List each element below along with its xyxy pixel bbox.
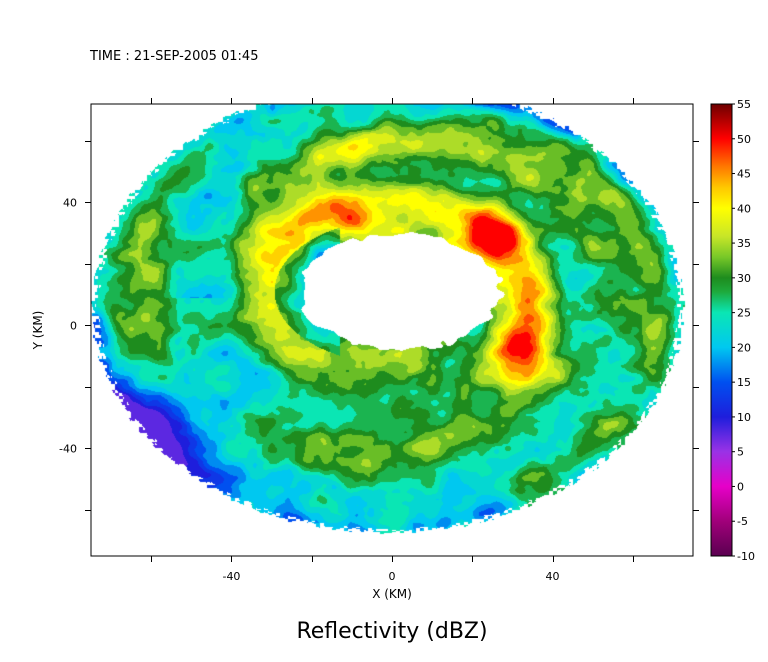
colorbar-tick-label: 20: [737, 341, 751, 354]
x-tick-label: 0: [389, 570, 396, 583]
colorbar-tick-label: 0: [737, 480, 744, 493]
colorbar: [710, 103, 733, 557]
colorbar-tick-label: 5: [737, 446, 744, 459]
y-tick-labels: 40 0 -40: [59, 196, 77, 455]
x-tick-label: 40: [546, 570, 560, 583]
colorbar-tick-label: 10: [737, 411, 751, 424]
colorbar-tick-label: -5: [737, 515, 748, 528]
colorbar-tick-label: 30: [737, 272, 751, 285]
colorbar-tick-label: 15: [737, 376, 751, 389]
colorbar-tick-label: 45: [737, 168, 751, 181]
colorbar-tick-label: 50: [737, 133, 751, 146]
x-tick-labels: -40 0 40: [222, 570, 559, 583]
y-tick-label: -40: [59, 442, 77, 455]
colorbar-tick-label: -10: [737, 550, 755, 563]
y-tick-label: 40: [63, 196, 77, 209]
colorbar-tick-label: 55: [737, 98, 751, 111]
x-tick-label: -40: [222, 570, 240, 583]
colorbar-tick-label: 25: [737, 307, 751, 320]
x-axis-label: X (KM): [372, 587, 412, 601]
y-axis-label: Y (KM): [31, 311, 45, 351]
axis-ticks: [85, 98, 699, 562]
reflectivity-field: [91, 104, 693, 556]
time-label: TIME : 21-SEP-2005 01:45: [89, 49, 258, 64]
chart-title: Reflectivity (dBZ): [296, 619, 487, 644]
colorbar-tick-label: 40: [737, 202, 751, 215]
y-tick-label: 0: [70, 319, 77, 332]
colorbar-tick-label: 35: [737, 237, 751, 250]
